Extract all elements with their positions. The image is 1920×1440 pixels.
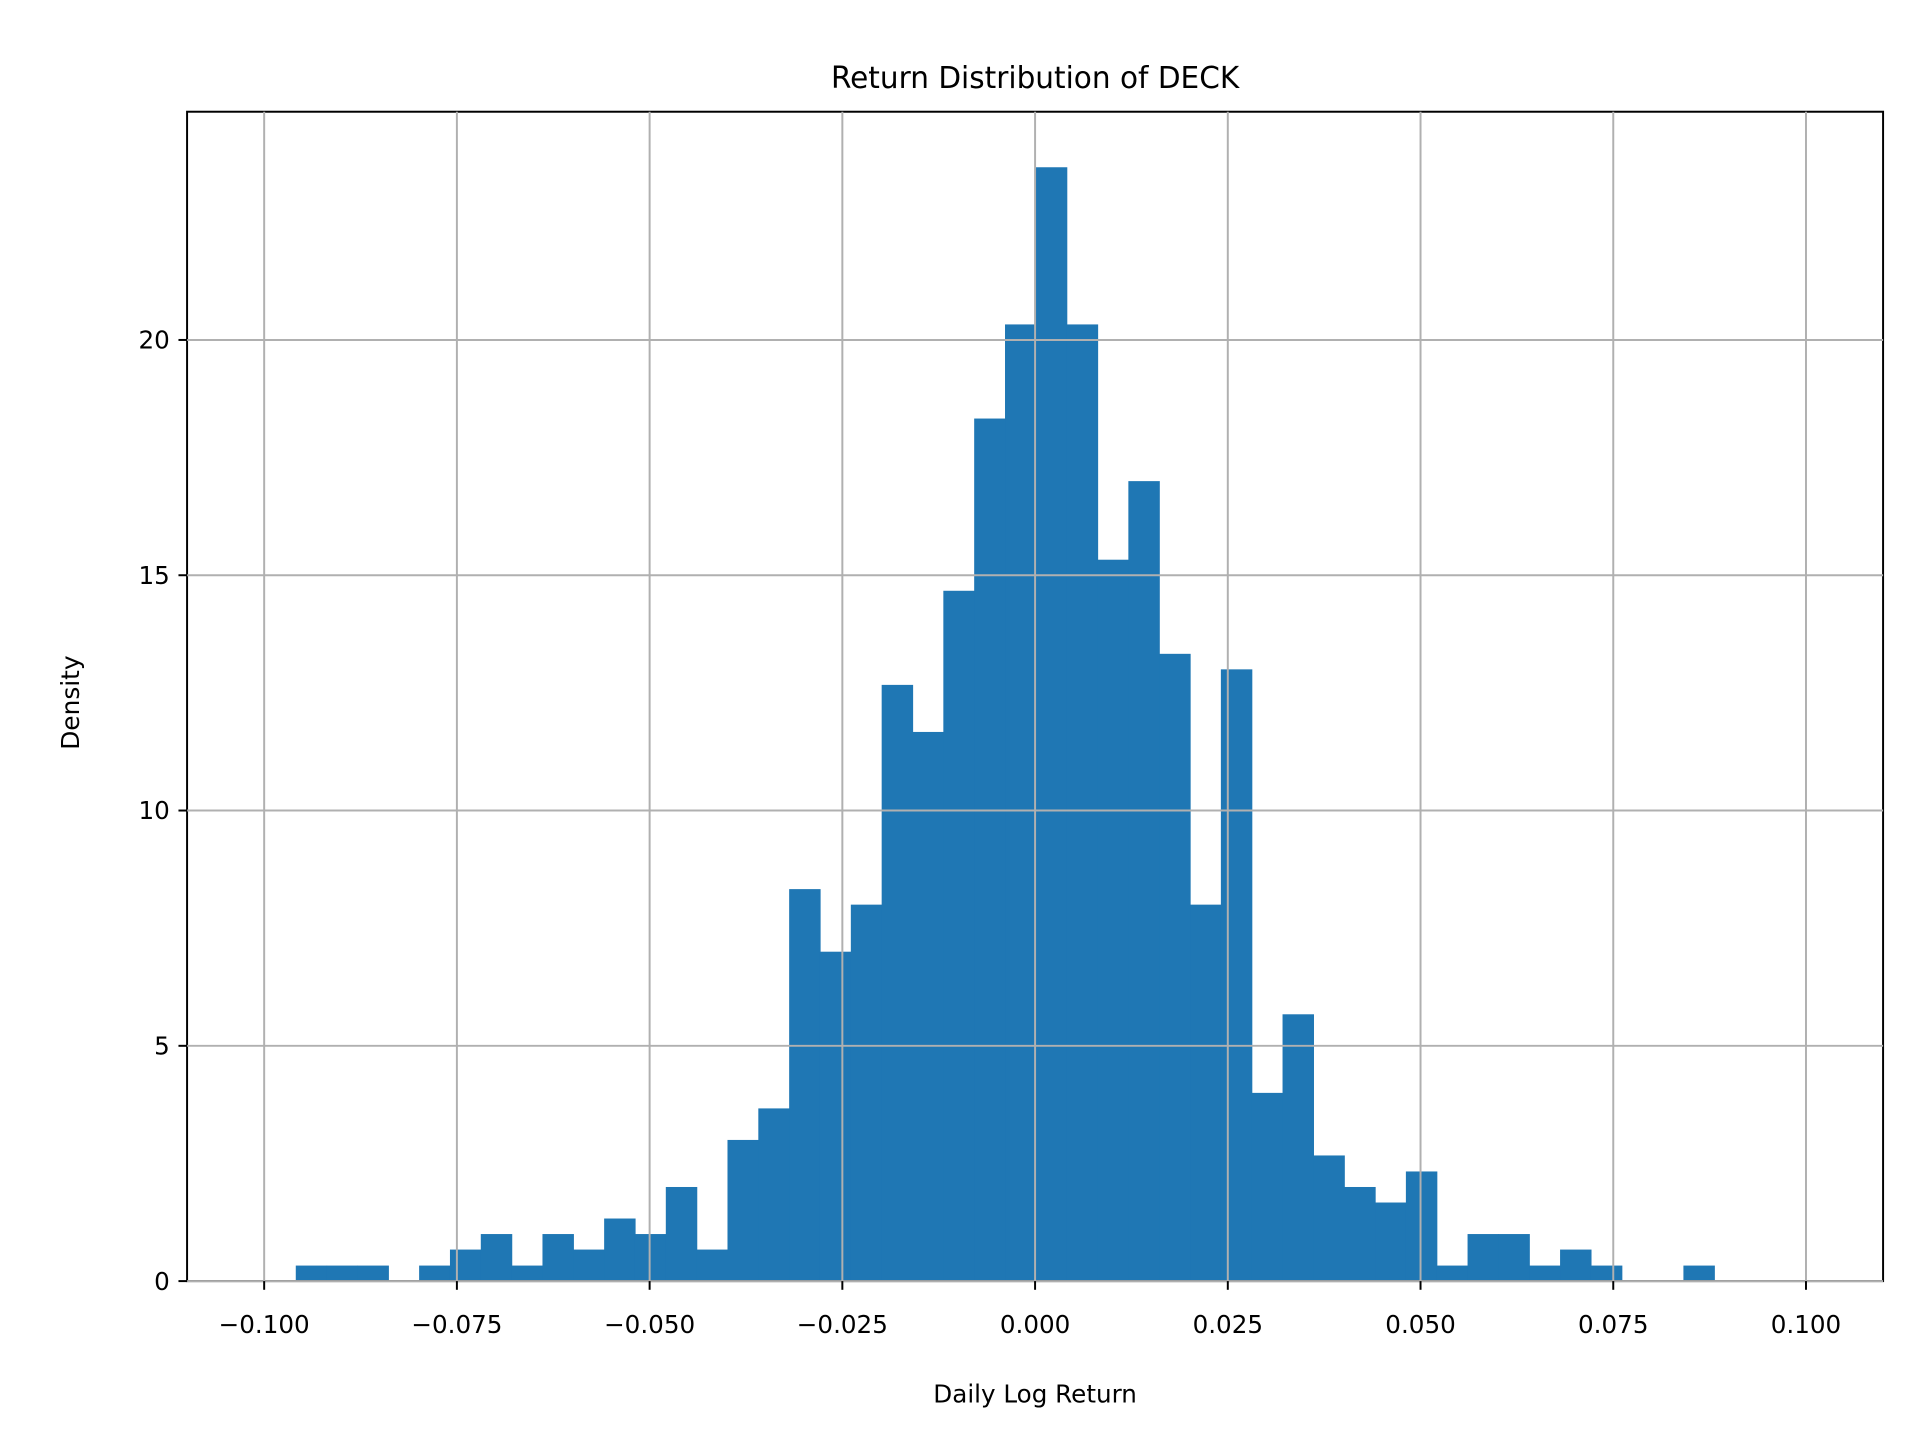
histogram-bar	[1683, 1265, 1715, 1282]
histogram-bar	[1467, 1234, 1500, 1282]
bars	[295, 167, 1715, 1282]
histogram-bar	[1190, 904, 1222, 1282]
x-tick-label: −0.100	[219, 1310, 310, 1339]
histogram-bar	[850, 904, 883, 1282]
histogram-bar	[1344, 1186, 1376, 1282]
histogram-bar	[1035, 167, 1068, 1282]
y-tick-label: 15	[139, 561, 170, 590]
histogram-bar	[758, 1108, 790, 1282]
histogram-bar	[1590, 1265, 1623, 1282]
histogram-bar	[1128, 481, 1160, 1282]
histogram-bar	[1066, 324, 1099, 1282]
histogram-bar	[480, 1234, 513, 1282]
x-axis-label: Daily Log Return	[933, 1380, 1137, 1409]
histogram-bar	[943, 590, 975, 1282]
histogram-bar	[789, 889, 821, 1282]
histogram-bar	[1282, 1014, 1314, 1282]
y-tick-label: 20	[139, 326, 170, 355]
x-tick-label: −0.075	[411, 1310, 502, 1339]
histogram-bar	[1220, 669, 1253, 1282]
x-tick-label: 0.100	[1771, 1310, 1841, 1339]
histogram-bar	[604, 1218, 636, 1282]
histogram-bar	[326, 1265, 359, 1282]
histogram-bar	[1498, 1234, 1530, 1282]
histogram-bar	[1313, 1155, 1345, 1282]
histogram-bar	[1097, 559, 1129, 1282]
histogram-bar	[357, 1265, 389, 1282]
histogram-bar	[1436, 1265, 1469, 1282]
y-tick-label: 5	[154, 1031, 170, 1060]
x-tick-label: −0.050	[604, 1310, 695, 1339]
x-tick-label: 0.075	[1578, 1310, 1648, 1339]
histogram-bar	[1405, 1171, 1438, 1282]
histogram-bar	[1560, 1249, 1592, 1282]
histogram-bar	[573, 1249, 605, 1282]
histogram-bar	[419, 1265, 451, 1282]
grid-lines	[187, 111, 1884, 1283]
histogram-bar	[881, 684, 914, 1282]
histogram-bar	[696, 1249, 729, 1282]
histogram-bar	[665, 1186, 698, 1282]
histogram-bar	[634, 1234, 667, 1282]
histogram-bar	[295, 1265, 328, 1282]
x-tick-label: 0.050	[1385, 1310, 1455, 1339]
histogram-bar	[912, 731, 944, 1282]
y-tick-label: 10	[139, 796, 170, 825]
chart-title: Return Distribution of DECK	[831, 60, 1241, 95]
histogram-bar	[1375, 1202, 1407, 1282]
histogram-bar	[974, 418, 1006, 1282]
x-tick-label: 0.025	[1193, 1310, 1263, 1339]
histogram-bar	[1005, 324, 1037, 1282]
histogram-bar	[1529, 1265, 1561, 1282]
histogram-bar	[727, 1139, 759, 1282]
histogram-bar	[511, 1265, 544, 1282]
histogram-bar	[819, 951, 852, 1282]
y-tick-label: 0	[154, 1267, 170, 1296]
histogram-bar	[1159, 653, 1191, 1282]
x-tick-label: −0.025	[797, 1310, 888, 1339]
x-tick-label: 0.000	[1000, 1310, 1070, 1339]
histogram-bar	[449, 1249, 482, 1282]
histogram-bar	[1251, 1092, 1284, 1282]
histogram-bar	[542, 1234, 574, 1282]
y-axis-label: Density	[56, 655, 85, 749]
ticks: −0.100 −0.075 −0.050 −0.025 0.000 0.025 0.050 0…	[139, 326, 1842, 1340]
